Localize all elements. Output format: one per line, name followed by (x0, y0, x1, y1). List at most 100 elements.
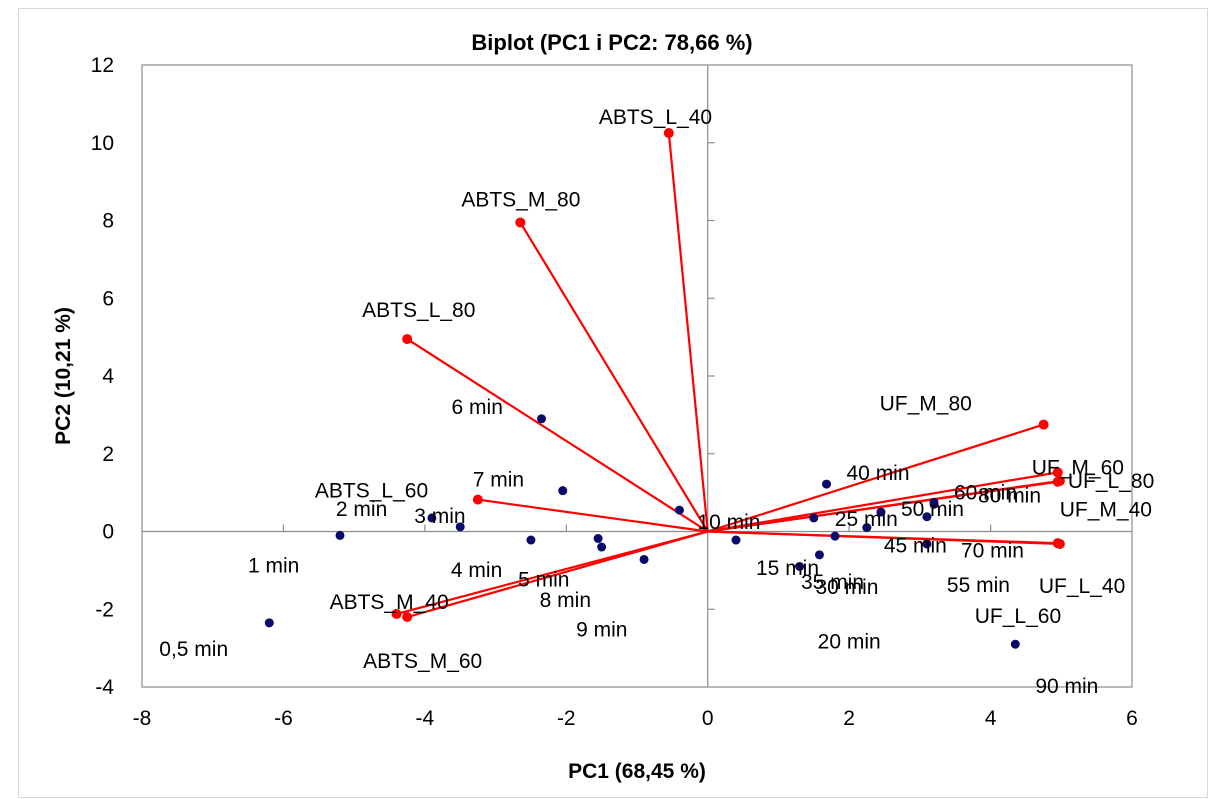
observation-label: 80 min (978, 484, 1041, 507)
observation-label: 50 min (901, 498, 964, 521)
variable-point-abts-l-60 (472, 494, 483, 505)
observation-label: 10 min (697, 511, 760, 534)
variable-point-abts-m-40 (391, 608, 402, 619)
variable-label: ABTS_M_80 (461, 188, 580, 211)
observation-label: 20 min (818, 630, 881, 653)
observation-label: 6 min (452, 396, 503, 419)
observation-label: 25 min (835, 508, 898, 531)
vector-abts-m-80 (519, 221, 709, 533)
variable-point-abts-l-40 (663, 128, 674, 139)
chart-frame (18, 8, 1208, 798)
observation-point-30-min (814, 550, 824, 560)
observation-label: 55 min (947, 574, 1010, 597)
variable-point-abts-m-60 (402, 612, 413, 623)
variable-point-abts-l-80 (402, 334, 413, 345)
y-tick-label: -4 (95, 676, 114, 699)
observation-label: 35 min (801, 571, 864, 594)
vector-abts-l-60 (477, 498, 708, 533)
variable-point-abts-m-80 (515, 217, 526, 228)
variable-point-uf-m-80 (1038, 419, 1049, 430)
observation-point-9-min (639, 554, 649, 564)
observation-point-2-min (427, 513, 437, 523)
observation-label: 2 min (336, 498, 387, 521)
observation-point-45-min (862, 523, 872, 533)
plot-area (141, 64, 1133, 688)
vector-abts-l-80 (406, 338, 709, 533)
variable-label: ABTS_L_40 (599, 106, 712, 129)
observation-points (264, 414, 1020, 649)
observation-point-35-min (830, 531, 840, 541)
observation-label: 1 min (248, 554, 299, 577)
y-tick-label: -2 (95, 598, 114, 621)
x-tick-label: -8 (133, 707, 152, 730)
variable-point-uf-m-60 (1052, 467, 1063, 478)
observation-label: 40 min (847, 462, 910, 485)
observation-label: 9 min (576, 618, 627, 641)
observation-label: 4 min (451, 559, 502, 582)
vector-uf-l-60 (707, 530, 1058, 545)
observation-point-4-min (526, 535, 536, 545)
observation-point-0-5-min (264, 618, 274, 628)
observation-label: 30 min (815, 576, 878, 599)
observation-label: 3 min (414, 505, 465, 528)
y-tick-label: 8 (102, 210, 114, 233)
vector-uf-m-80 (707, 423, 1044, 533)
observation-point-8-min (597, 542, 607, 552)
variable-label: UF_M_60 (1032, 456, 1124, 479)
observation-label: 7 min (473, 469, 524, 492)
y-axis-title: PC2 (10,21 %) (52, 307, 75, 445)
observation-point-50-min (876, 507, 886, 517)
observation-point-25-min (809, 513, 819, 523)
observation-point-6-min (537, 414, 547, 424)
variable-label: ABTS_M_60 (363, 650, 482, 673)
observation-point-55-min (922, 539, 932, 549)
observation-label: 45 min (884, 535, 947, 558)
y-tick-label: 4 (102, 365, 114, 388)
observation-point-40-min (822, 479, 832, 489)
y-tick-label: 2 (102, 443, 114, 466)
x-tick-label: -4 (416, 707, 435, 730)
y-tick-label: 10 (91, 132, 114, 155)
observation-point-80-min (929, 499, 939, 509)
observation-point-3-min (455, 522, 465, 532)
chart-title: Biplot (PC1 i PC2: 78,66 %) (471, 30, 752, 55)
variable-label: UF_L_60 (975, 605, 1061, 628)
observation-label: 8 min (540, 589, 591, 612)
observation-label: 70 min (961, 540, 1024, 563)
variable-point-uf-l-60 (1052, 538, 1063, 549)
x-axis-title: PC1 (68,45 %) (568, 760, 706, 783)
vector-uf-m-60 (707, 471, 1058, 533)
observation-label: 60 min (954, 481, 1017, 504)
x-tick-label: 4 (985, 707, 997, 730)
point-labels: 0,5 min 1 min 2 min 3 min 4 min 5 min 6 min 7 m… (159, 106, 1154, 698)
observation-point-70-min (922, 512, 932, 522)
observation-point-5-min (593, 533, 603, 543)
observation-point-7-min (558, 486, 568, 496)
vector-abts-l-40 (667, 132, 709, 532)
x-tick-label: 0 (702, 707, 714, 730)
x-tick-label: -2 (557, 707, 576, 730)
x-tick-label: 6 (1126, 707, 1138, 730)
y-tick-label: 0 (102, 521, 114, 544)
variable-label: UF_M_40 (1060, 499, 1152, 522)
axes-layer: -8 -6 -4 -2 0 2 4 6 -4 -2 0 2 4 6 8 10 12 (91, 54, 1138, 730)
vector-uf-m-40 (707, 480, 1058, 533)
y-tick-label: 6 (102, 287, 114, 310)
variable-label: ABTS_M_40 (330, 591, 449, 614)
observation-point-1-min (335, 530, 345, 540)
variable-label: UF_M_80 (880, 393, 972, 416)
observation-label: 0,5 min (159, 638, 228, 661)
vector-abts-m-60 (406, 530, 709, 619)
observation-point-15-min (731, 535, 741, 545)
variable-label: ABTS_L_60 (315, 480, 428, 503)
variable-label: ABTS_L_80 (362, 299, 475, 322)
variable-vectors (391, 128, 1065, 623)
y-tick-label: 12 (91, 54, 114, 77)
variable-point-uf-m-40 (1052, 476, 1063, 487)
observation-point-20-min (795, 561, 805, 571)
variable-label: UF_L_40 (1039, 575, 1125, 598)
observation-point-10-min (674, 505, 684, 515)
observation-label: 15 min (756, 557, 819, 580)
observation-label: 5 min (518, 568, 569, 591)
